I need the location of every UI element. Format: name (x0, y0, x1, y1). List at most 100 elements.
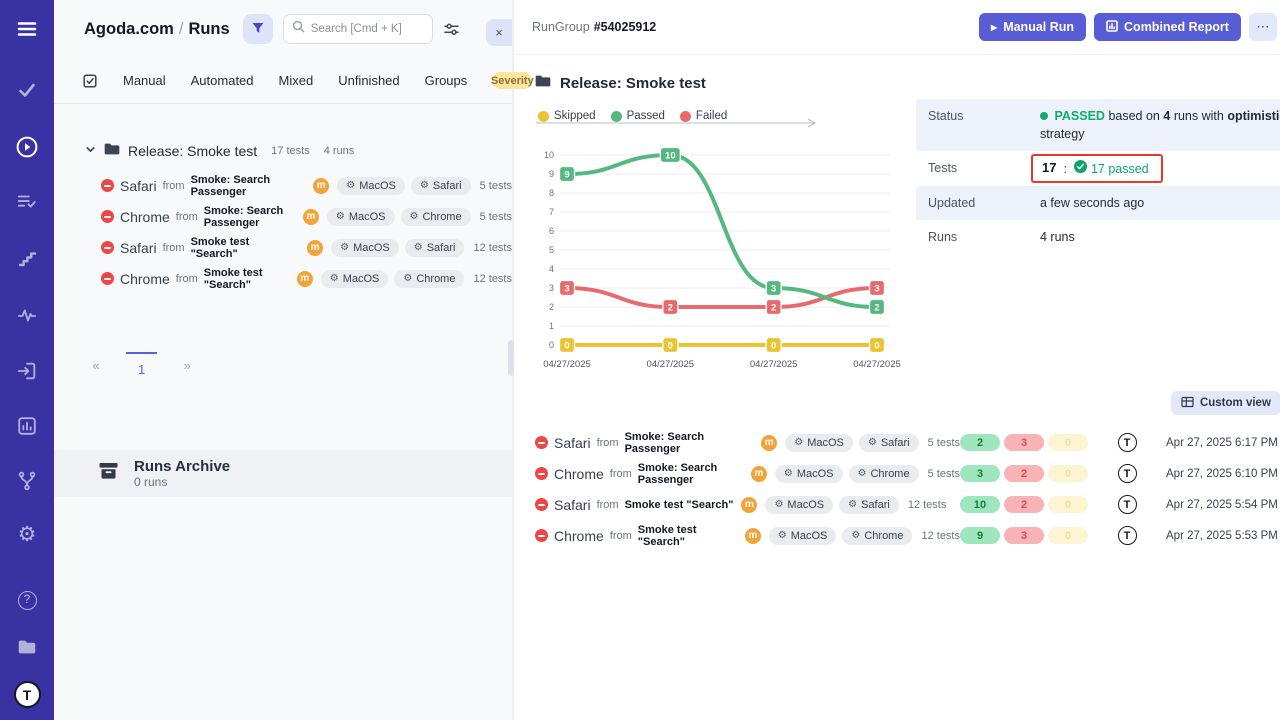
svg-text:04/27/2025: 04/27/2025 (853, 359, 901, 370)
legend-item: Skipped (538, 110, 596, 122)
run-list-item[interactable]: Chrome from Smoke: Search Passenger m ⚙ MacOS… (54, 201, 512, 232)
breadcrumb: Agoda.com / Runs (84, 19, 230, 38)
legend-label: Failed (695, 110, 728, 122)
env-badge-label: Chrome (864, 529, 904, 542)
gear-icon: ⚙ (413, 241, 423, 253)
run-table-row[interactable]: Safari from Smoke: Search Passenger m ⚙ MacOS… (535, 427, 1280, 458)
more-actions-button[interactable]: ⋯ (1248, 13, 1277, 41)
status-dot-icon (1040, 112, 1048, 120)
pagination-page-1[interactable]: 1 (126, 352, 158, 377)
select-checkbox-icon[interactable] (82, 73, 98, 89)
tab-groups[interactable]: Groups (424, 73, 468, 88)
import-icon[interactable] (12, 356, 42, 386)
play-circle-icon[interactable] (12, 132, 42, 162)
run-test-count: 12 tests (473, 241, 512, 254)
run-from-label: from (162, 179, 185, 192)
list-check-icon[interactable] (12, 187, 42, 217)
tab-mixed[interactable]: Mixed (278, 73, 314, 88)
passed-count-pill: 10 (960, 496, 1000, 513)
run-test-count: 5 tests (479, 210, 512, 223)
gear-icon: ⚙ (848, 498, 858, 510)
tests-passed[interactable]: 17 passed (1073, 159, 1149, 178)
reporter-logo: T (1117, 495, 1137, 514)
run-test-count: 12 tests (921, 529, 960, 542)
runs-value: 4 runs (1040, 230, 1075, 245)
help-icon[interactable]: ? (12, 585, 42, 615)
filter-button[interactable] (242, 14, 273, 44)
tab-severity[interactable]: Severity (491, 72, 534, 89)
run-table-row[interactable]: Chrome from Smoke: Search Passenger m ⚙ MacOS… (535, 458, 1280, 489)
run-list-item[interactable]: Chrome from Smoke test "Search" m ⚙ MacOS ⚙ Chr… (54, 263, 512, 294)
manual-run-button[interactable]: ▶ Manual Run (979, 13, 1087, 41)
run-group-header[interactable]: Release: Smoke test 17 tests 4 runs (54, 138, 512, 164)
failed-status-icon (101, 210, 114, 223)
trend-chart-block: Skipped Passed Failed 0 1 2 3 4 5 6 7 8 9 10 04/27/20… (534, 105, 901, 377)
tab-automated[interactable]: Automated (190, 73, 254, 88)
gear-icon: ⚙ (403, 272, 413, 284)
run-source: Smoke: Search Passenger (203, 204, 284, 229)
run-table-row[interactable]: Chrome from Smoke test "Search" m ⚙ MacOS ⚙ Chr… (535, 520, 1280, 551)
runs-archive-item[interactable]: Runs Archive 0 runs (54, 450, 512, 497)
app-sidebar: ⚙ ? T (0, 0, 54, 720)
adjustments-icon[interactable] (443, 21, 460, 38)
panel-close-button[interactable]: × (486, 19, 512, 46)
env-badge-label: MacOS (807, 436, 844, 449)
manual-badge: m (750, 465, 767, 482)
run-from-label: from (162, 241, 185, 254)
svg-text:04/27/2025: 04/27/2025 (647, 359, 695, 370)
check-icon[interactable] (12, 75, 42, 105)
svg-text:6: 6 (549, 226, 554, 236)
run-browser: Safari (554, 496, 591, 513)
tab-manual[interactable]: Manual (123, 73, 166, 88)
gear-icon: ⚙ (329, 272, 339, 284)
legend-dot-icon (538, 110, 549, 122)
manual-badge: m (741, 496, 758, 513)
manual-badge: m (296, 270, 313, 287)
report-icon[interactable] (12, 411, 42, 441)
breadcrumb-project[interactable]: Agoda.com (84, 19, 174, 38)
archive-box-icon (96, 459, 121, 488)
run-list-item[interactable]: Safari from Smoke: Search Passenger m ⚙ MacOS… (54, 170, 512, 201)
combined-report-button[interactable]: Combined Report (1094, 13, 1241, 41)
pagination-prev-button[interactable]: « (82, 352, 110, 378)
manual-badge: m (307, 239, 324, 256)
svg-text:3: 3 (549, 283, 554, 293)
reporter-logo-cell: T (1088, 433, 1166, 452)
run-table-row-info: Chrome from Smoke test "Search" m ⚙ MacOS ⚙ Chr… (535, 524, 960, 548)
panel-scrollbar[interactable] (508, 340, 514, 376)
menu-icon[interactable] (12, 14, 42, 44)
testomat-logo[interactable]: T (13, 681, 41, 708)
run-browser: Chrome (120, 270, 170, 287)
folder-icon[interactable] (12, 632, 42, 662)
pagination-next-button[interactable]: » (173, 352, 201, 378)
chevron-down-icon[interactable] (85, 142, 96, 160)
gear-icon[interactable]: ⚙ (17, 522, 37, 546)
steps-icon[interactable] (12, 244, 42, 274)
reporter-logo: T (1117, 433, 1137, 452)
tab-unfinished[interactable]: Unfinished (338, 73, 400, 88)
run-table-row-info: Chrome from Smoke: Search Passenger m ⚙ MacOS… (535, 462, 960, 486)
run-from-label: from (596, 498, 619, 511)
svg-text:2: 2 (874, 303, 879, 314)
failed-count-pill: 2 (1004, 496, 1044, 513)
run-list-item[interactable]: Safari from Smoke test "Search" m ⚙ MacOS ⚙ Saf… (54, 232, 512, 263)
summary-row-tests: Tests 17 : 17 passed (916, 151, 1280, 186)
activity-icon[interactable] (12, 301, 42, 331)
run-group-runs-count: 4 runs (323, 145, 355, 157)
env-badge-label: Safari (426, 241, 456, 254)
run-from-label: from (609, 467, 632, 480)
branch-icon[interactable] (12, 466, 42, 496)
search-input[interactable] (310, 23, 424, 35)
skipped-count-pill: 0 (1048, 465, 1088, 482)
reporter-logo-cell: T (1088, 526, 1166, 545)
passed-count-pill: 9 (960, 527, 1000, 544)
env-badge-label: Chrome (422, 210, 462, 223)
svg-text:0: 0 (771, 341, 776, 352)
run-test-count: 12 tests (907, 498, 947, 511)
custom-view-button[interactable]: Custom view (1170, 391, 1280, 415)
tests-total: 17 (1042, 160, 1057, 176)
legend-dot-icon (679, 110, 691, 122)
run-table-row[interactable]: Safari from Smoke test "Search" m ⚙ MacOS ⚙ Saf… (535, 489, 1280, 520)
failed-count-pill: 3 (1004, 434, 1044, 451)
